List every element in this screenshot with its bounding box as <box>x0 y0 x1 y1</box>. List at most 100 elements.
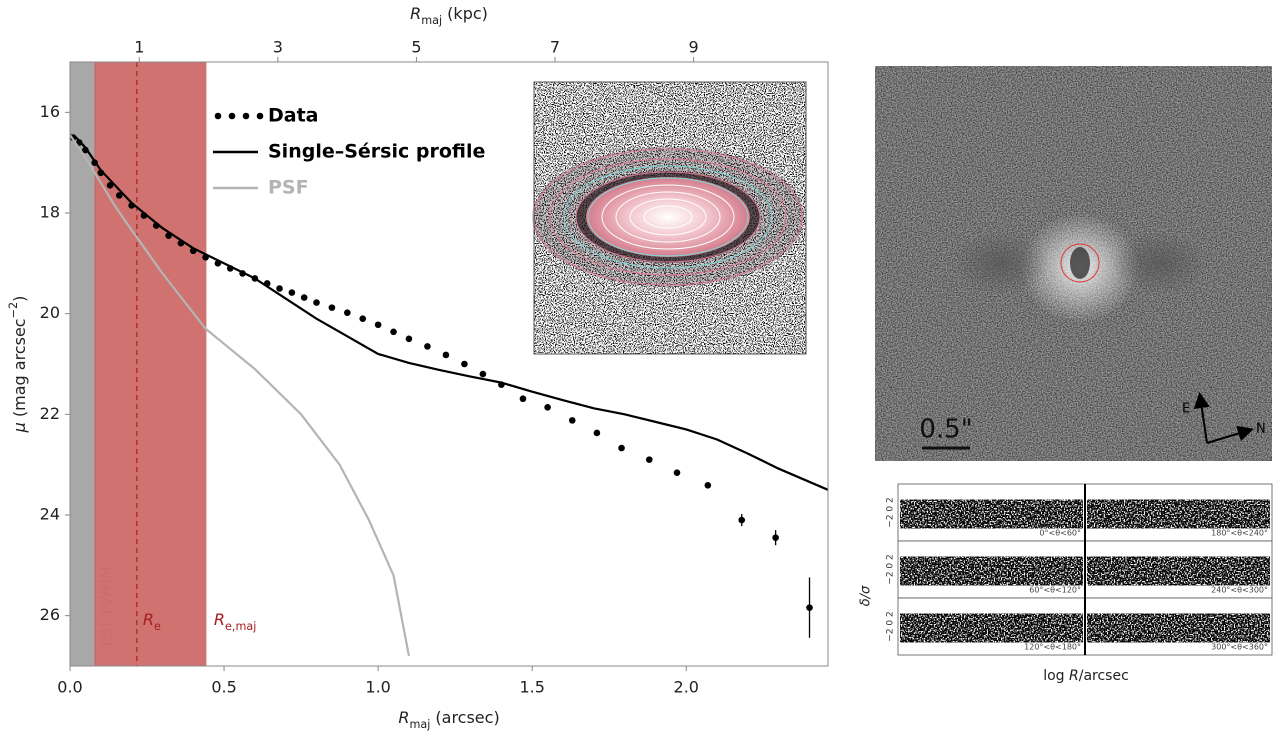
data-point <box>374 321 382 329</box>
data-point <box>359 315 367 323</box>
y-tick-label: 26 <box>40 605 60 624</box>
label-tail: (mag arcsec <box>10 318 29 422</box>
x2-tick-label: 3 <box>273 38 283 57</box>
x-tick-label: 0.0 <box>57 678 82 697</box>
panel-points <box>1087 556 1270 586</box>
data-point <box>313 299 320 306</box>
panel-points <box>900 556 1083 586</box>
east-arrow <box>1193 392 1210 444</box>
label-end: ) <box>10 296 29 302</box>
data-point <box>645 456 653 463</box>
panel-y-label: δ/σ <box>859 585 874 606</box>
x-label-part: /arcsec <box>1079 668 1129 684</box>
data-point <box>738 516 746 524</box>
legend-marker <box>228 112 236 120</box>
label-main: μ <box>10 422 29 433</box>
data-point <box>772 534 779 541</box>
data-point <box>390 328 397 336</box>
data-point <box>116 192 123 199</box>
label-sub: e <box>154 620 161 633</box>
data-point <box>593 429 601 437</box>
series-line <box>70 133 828 491</box>
data-point <box>618 444 625 452</box>
legend-label: PSF <box>268 177 309 199</box>
x-tick-label: 2.0 <box>674 678 699 697</box>
data-point <box>544 403 551 411</box>
panel-y-ticks: −2 0 2 <box>886 611 896 641</box>
data-point <box>519 395 527 403</box>
legend-marker <box>242 112 250 120</box>
plot-frame <box>69 61 829 667</box>
x2-tick-label: 1 <box>134 38 144 57</box>
data-point <box>288 289 296 296</box>
label-main: R <box>398 708 409 727</box>
panel-y-ticks: −2 0 2 <box>886 554 896 584</box>
label-sub: e,maj <box>225 620 256 633</box>
inset-image <box>532 81 807 355</box>
y-tick-label: 22 <box>40 404 60 423</box>
panel-label: 120°<θ<180° <box>1024 643 1081 652</box>
y-tick-label: 20 <box>40 303 60 322</box>
axis-label: Rmaj (kpc) <box>410 4 488 27</box>
label-main: R <box>214 610 225 629</box>
y-tick-label: 18 <box>40 203 60 222</box>
data-point <box>806 604 813 611</box>
label-main: R <box>410 4 421 23</box>
shaded-region <box>69 61 96 667</box>
inset-frame <box>533 81 807 355</box>
axes: 0.0 0.5 1.0 1.5 2.0 1 3 5 7 9 16 18 20 22 24 26 Rmaj (ar… <box>7 4 829 731</box>
shaded-region <box>94 61 207 667</box>
panel-points <box>1087 499 1270 529</box>
y-tick-label: 16 <box>40 102 60 121</box>
legend-marker <box>256 112 264 120</box>
data-point <box>276 285 283 292</box>
scale-label: 0.5" <box>919 415 972 445</box>
data-point <box>442 351 450 359</box>
x-tick-label: 0.5 <box>211 678 236 697</box>
data-point <box>673 469 681 477</box>
label-sub: maj <box>409 718 430 731</box>
core-residual <box>1070 247 1090 279</box>
x-tick-label: 1.0 <box>365 678 390 697</box>
label-main: R <box>143 610 154 629</box>
data-point <box>328 304 336 311</box>
residual-panels: δ/σ log R/arcsec 0°<θ<60° −2 0 2 180°<θ<24… <box>859 483 1273 684</box>
legend-label: Data <box>268 105 319 127</box>
data-point <box>344 309 351 316</box>
north-label: N <box>1256 422 1266 437</box>
label-tail: (kpc) <box>442 4 488 23</box>
data-point <box>424 343 431 350</box>
panel-label: 240°<θ<300° <box>1211 586 1268 595</box>
panel-label: 60°<θ<120° <box>1029 586 1081 595</box>
data-point <box>461 360 468 368</box>
x-label-part: log <box>1043 668 1069 684</box>
series-line <box>70 134 411 657</box>
label-tail: (arcsec) <box>430 708 499 727</box>
axis-label: Re,maj <box>214 610 256 633</box>
east-label: E <box>1182 402 1190 417</box>
axis-label: μ (mag arcsec−2) <box>7 296 29 434</box>
plot <box>70 133 828 657</box>
legend-marker <box>214 112 222 120</box>
panel-label: 0°<θ<60° <box>1039 529 1081 538</box>
label-sub: maj <box>421 14 442 27</box>
panel-label: 180°<θ<240° <box>1211 529 1268 538</box>
panel-points <box>900 613 1083 643</box>
north-arrow <box>1206 425 1254 444</box>
panel-x-label: log R/arcsec <box>1043 668 1129 684</box>
data-point <box>479 370 487 378</box>
axis-label: Rmaj (arcsec) <box>398 708 499 731</box>
data-point <box>704 482 712 489</box>
x2-tick-label: 9 <box>688 38 698 57</box>
psf-circle <box>1060 243 1100 283</box>
legend-label: Single–Sérsic profile <box>268 141 485 163</box>
y-tick-label: 24 <box>40 505 60 524</box>
dark-residual <box>1112 231 1208 295</box>
data-point <box>568 417 576 424</box>
galaxy <box>586 177 750 257</box>
x-label-part: R <box>1069 668 1079 684</box>
residual-image: 0.5" E N <box>875 66 1272 461</box>
data-point <box>300 294 308 301</box>
